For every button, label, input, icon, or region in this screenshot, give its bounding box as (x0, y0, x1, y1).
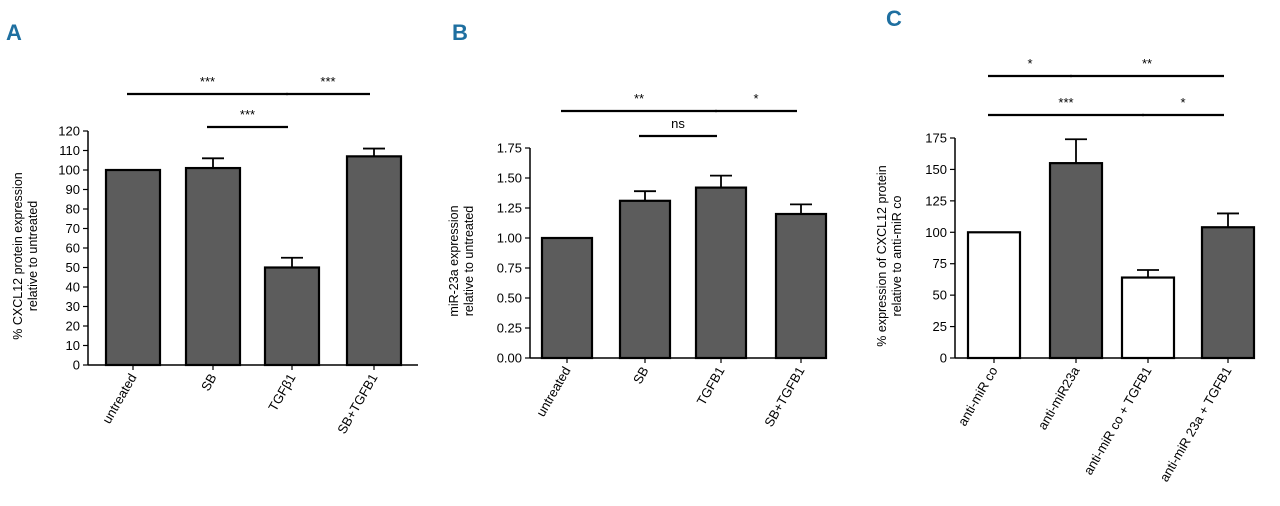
significance-label: *** (200, 74, 215, 89)
y-tick-label: 1.25 (497, 201, 522, 216)
bar (1200, 226, 1256, 360)
x-category-label: anti-miR co (955, 364, 1001, 428)
x-category-label: untreated (99, 371, 139, 426)
significance-label: * (753, 91, 758, 106)
x-category-label: TGFB1 (694, 364, 728, 408)
y-tick-label: 10 (66, 338, 80, 353)
y-tick-label: 100 (925, 225, 947, 240)
bar (1120, 276, 1176, 360)
significance-label: * (1180, 95, 1185, 110)
panel-letter-a: A (6, 20, 22, 45)
bar (966, 231, 1022, 360)
y-tick-label: 50 (933, 288, 947, 303)
bar (104, 168, 162, 367)
bar (694, 186, 748, 360)
y-tick-label: 125 (925, 193, 947, 208)
significance-label: *** (320, 74, 335, 89)
y-tick-label: 30 (66, 299, 80, 314)
x-category-label: untreated (533, 364, 573, 419)
y-tick-label: 0.00 (497, 351, 522, 366)
x-category-label: TGFβ1 (265, 371, 298, 414)
y-tick-label: 1.50 (497, 171, 522, 186)
y-tick-label: 1.00 (497, 231, 522, 246)
y-tick-label: 60 (66, 241, 80, 256)
x-category-label: anti-miR23a (1035, 363, 1083, 432)
chart-panel-a: 0 10 20 30 40 50 60 70 80 90 100 110 120 % CXCL12 pro… (11, 74, 418, 436)
bar (540, 236, 594, 360)
bar (1048, 162, 1104, 360)
x-category-label: SB (198, 371, 220, 394)
y-axis-title-line: % CXCL12 protein expression (11, 172, 25, 339)
y-axis-title-line: % expression of CXCL12 protein (875, 165, 889, 346)
significance-label: *** (240, 107, 255, 122)
significance-label: ns (671, 116, 685, 131)
y-axis-title-line: relative to untreated (26, 201, 40, 312)
bar (345, 155, 403, 367)
y-tick-label: 175 (925, 131, 947, 146)
y-tick-label: 20 (66, 319, 80, 334)
x-category-label: SB (630, 364, 652, 387)
y-tick-label: 0.50 (497, 291, 522, 306)
y-tick-label: 40 (66, 280, 80, 295)
significance-label: ** (634, 91, 644, 106)
y-tick-label: 150 (925, 162, 947, 177)
panel-letter-b: B (452, 20, 468, 45)
y-tick-label: 0.75 (497, 261, 522, 276)
y-tick-label: 75 (933, 256, 947, 271)
bar (774, 212, 828, 360)
y-tick-label: 100 (58, 163, 80, 178)
x-category-label: anti-miR co + TGFB1 (1080, 364, 1154, 477)
panel-letter-c: C (886, 6, 902, 31)
y-tick-label: 80 (66, 202, 80, 217)
y-tick-label: 0 (73, 358, 80, 373)
y-tick-label: 70 (66, 221, 80, 236)
x-category-label: SB+TGFB1 (761, 364, 807, 429)
y-tick-label: 0 (940, 351, 947, 366)
y-axis-title-line: relative to anti-miR co (890, 196, 904, 317)
bar (618, 199, 672, 360)
y-tick-label: 110 (59, 143, 80, 158)
y-tick-label: 50 (66, 260, 80, 275)
y-axis-title-line: miR-23a expression (447, 205, 461, 316)
x-category-label: SB+TGFB1 (334, 371, 380, 436)
chart-panel-c: 0 25 50 75 100 125 150 175 % expression of CXCL1… (875, 56, 1256, 484)
y-tick-label: 1.75 (497, 141, 522, 156)
significance-label: * (1027, 56, 1032, 71)
y-tick-label: 120 (58, 124, 80, 139)
chart-panel-b: 0.00 0.25 0.50 0.75 1.00 1.25 1.50 1.75 miR-23a … (447, 91, 828, 429)
y-tick-label: 0.25 (497, 321, 522, 336)
bar (184, 166, 242, 367)
y-tick-label: 90 (66, 182, 80, 197)
y-axis-title-line: relative to untreated (462, 206, 476, 317)
bar (263, 266, 321, 367)
significance-label: ** (1142, 56, 1152, 71)
y-tick-label: 25 (933, 319, 947, 334)
significance-label: *** (1058, 95, 1073, 110)
x-category-label: anti-miR 23a + TGFB1 (1157, 364, 1235, 484)
